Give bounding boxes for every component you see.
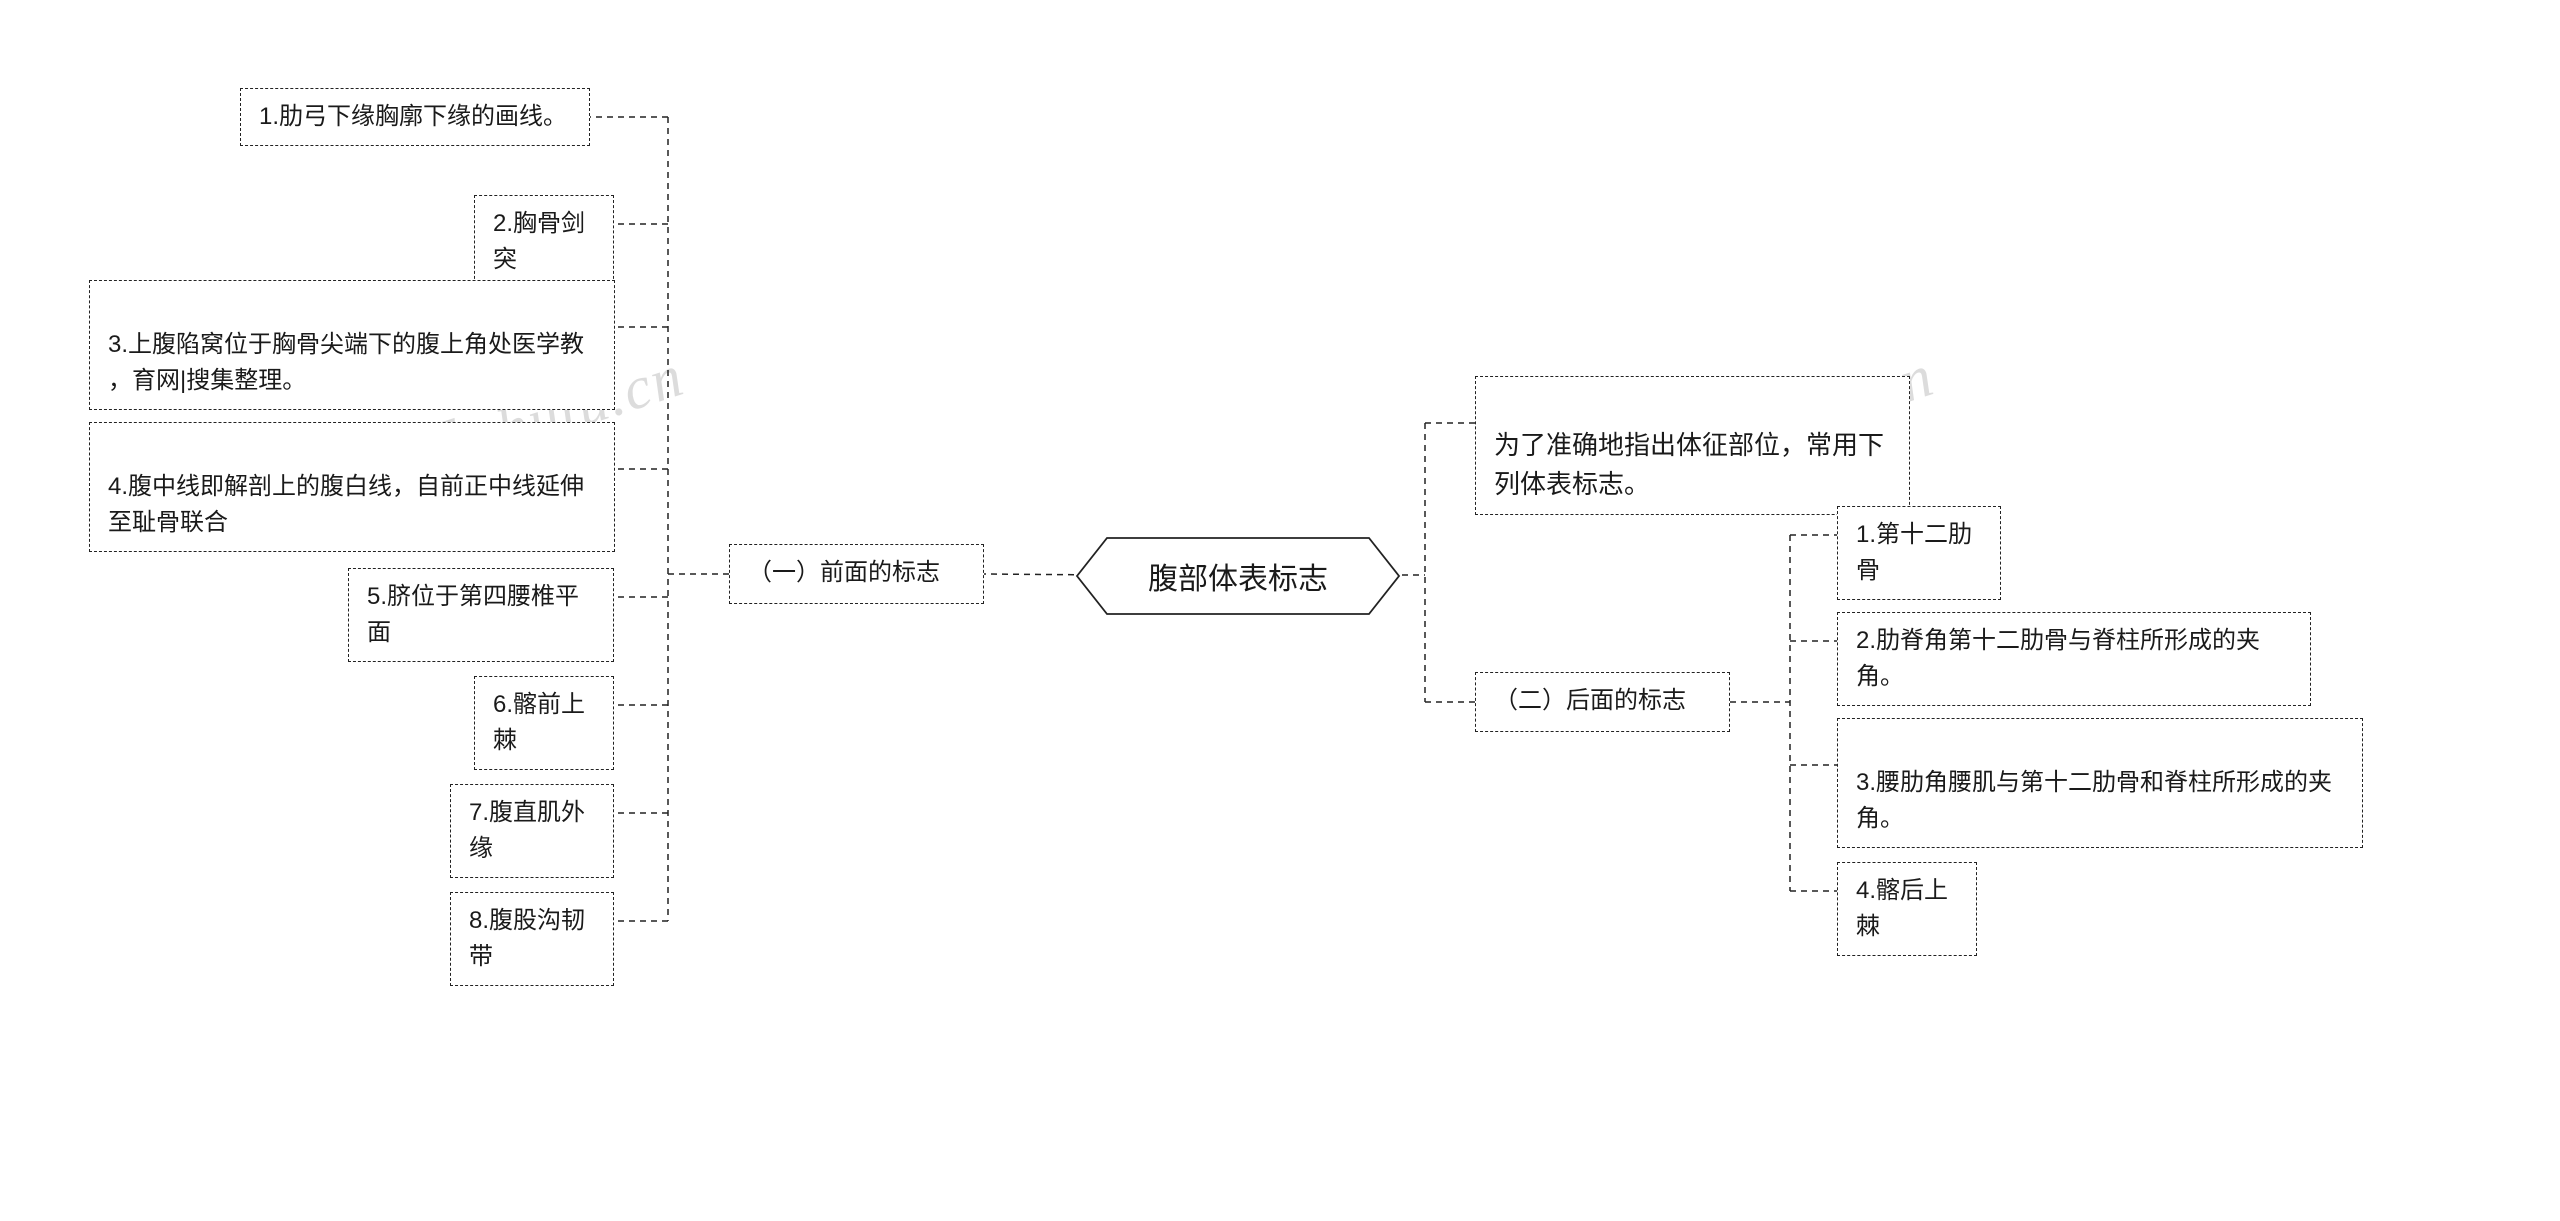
left-child-node: 2.胸骨剑突 xyxy=(474,195,614,289)
right-intro-node: 为了准确地指出体征部位，常用下 列体表标志。 xyxy=(1475,376,1910,515)
left-child-node: 1.肋弓下缘胸廓下缘的画线。 xyxy=(240,88,590,146)
right-child-label: 2.肋脊角第十二肋骨与脊柱所形成的夹角。 xyxy=(1856,627,2260,690)
left-child-node: 4.腹中线即解剖上的腹白线，自前正中线延伸 至耻骨联合 xyxy=(89,422,615,552)
right-child-node: 4.髂后上棘 xyxy=(1837,862,1977,956)
left-branch-node: （一）前面的标志 xyxy=(729,544,984,604)
left-child-label: 6.髂前上棘 xyxy=(493,691,585,754)
right-branch-label: （二）后面的标志 xyxy=(1494,687,1686,714)
left-child-label: 7.腹直肌外缘 xyxy=(469,799,585,862)
root-node: 腹部体表标志 xyxy=(1107,542,1369,608)
left-child-label: 3.上腹陷窝位于胸骨尖端下的腹上角处医学教 ，育网|搜集整理。 xyxy=(108,331,584,394)
right-child-label: 4.髂后上棘 xyxy=(1856,877,1948,940)
right-child-label: 1.第十二肋骨 xyxy=(1856,521,1972,584)
left-child-node: 7.腹直肌外缘 xyxy=(450,784,614,878)
right-child-label: 3.腰肋角腰肌与第十二肋骨和脊柱所形成的夹 角。 xyxy=(1856,769,2332,832)
left-child-label: 1.肋弓下缘胸廓下缘的画线。 xyxy=(259,103,567,130)
left-child-node: 6.髂前上棘 xyxy=(474,676,614,770)
right-child-node: 2.肋脊角第十二肋骨与脊柱所形成的夹角。 xyxy=(1837,612,2311,706)
right-intro-label: 为了准确地指出体征部位，常用下 列体表标志。 xyxy=(1494,430,1884,499)
left-child-node: 5.脐位于第四腰椎平面 xyxy=(348,568,614,662)
left-child-node: 8.腹股沟韧带 xyxy=(450,892,614,986)
left-child-label: 4.腹中线即解剖上的腹白线，自前正中线延伸 至耻骨联合 xyxy=(108,473,584,536)
right-child-node: 3.腰肋角腰肌与第十二肋骨和脊柱所形成的夹 角。 xyxy=(1837,718,2363,848)
left-child-node: 3.上腹陷窝位于胸骨尖端下的腹上角处医学教 ，育网|搜集整理。 xyxy=(89,280,615,410)
left-child-label: 5.脐位于第四腰椎平面 xyxy=(367,583,579,646)
right-branch-node: （二）后面的标志 xyxy=(1475,672,1730,732)
right-child-node: 1.第十二肋骨 xyxy=(1837,506,2001,600)
left-branch-label: （一）前面的标志 xyxy=(748,559,940,586)
left-child-label: 2.胸骨剑突 xyxy=(493,210,585,273)
root-label: 腹部体表标志 xyxy=(1148,563,1328,596)
left-child-label: 8.腹股沟韧带 xyxy=(469,907,585,970)
